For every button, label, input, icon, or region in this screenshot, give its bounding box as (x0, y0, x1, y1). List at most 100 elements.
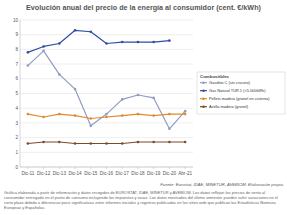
point-marker (42, 141, 45, 144)
point-marker (152, 141, 155, 144)
x-tick (185, 167, 186, 169)
grid-line (20, 20, 193, 21)
point-marker (58, 141, 61, 144)
point-marker (184, 141, 187, 144)
point-marker (168, 141, 171, 144)
x-tick (43, 167, 44, 169)
x-tick (106, 167, 107, 169)
legend-box (197, 72, 285, 114)
plot-area (27, 29, 187, 145)
point-marker (168, 39, 171, 42)
legend-label: Gasóleo C (sin crucero) (209, 80, 251, 85)
point-marker (184, 113, 187, 116)
title: Evolución anual del precio de la energía… (26, 3, 261, 12)
point-marker (168, 113, 171, 116)
legend-label: Pellets madera (granel en cisterna) (209, 96, 270, 101)
legend-swatch (200, 98, 207, 99)
x-tick-label: Dic-16 (100, 171, 114, 176)
point-marker (42, 45, 45, 48)
x-tick-label: Dic-20 (163, 171, 177, 176)
y-tick-label: 8 (15, 47, 18, 52)
point-marker (74, 29, 77, 32)
point-marker (121, 98, 124, 101)
point-marker (74, 142, 77, 145)
legend-marker (202, 98, 204, 100)
point-marker (105, 42, 108, 45)
point-marker (89, 125, 92, 128)
x-tick-label: Dic-15 (84, 171, 98, 176)
y-tick-label: 10 (13, 18, 19, 23)
grid-line (20, 34, 193, 35)
grid-line (20, 64, 193, 65)
point-marker (27, 142, 30, 145)
point-marker (74, 114, 77, 117)
point-marker (58, 42, 61, 45)
legend-label: Astilla madera (granel) (209, 104, 249, 109)
x-tick-label: Abr-21 (178, 171, 192, 176)
y-tick-label: 4 (15, 106, 18, 111)
x-tick (122, 167, 123, 169)
point-marker (121, 41, 124, 44)
point-marker (58, 73, 61, 76)
point-marker (27, 113, 30, 116)
x-tick-label: Dic-11 (21, 171, 34, 176)
x-tick (137, 167, 138, 169)
point-marker (105, 142, 108, 145)
point-marker (105, 116, 108, 119)
x-tick-label: Dic-13 (53, 171, 67, 176)
y-tick-label: 6 (15, 76, 18, 81)
chart: Evolución anual del precio de la energía… (0, 0, 287, 215)
point-marker (27, 51, 30, 54)
x-tick-label: Dic-19 (147, 171, 161, 176)
series-line (28, 114, 185, 118)
legend-swatch (200, 82, 207, 83)
point-marker (58, 113, 61, 116)
y-axis (20, 20, 21, 167)
point-marker (105, 113, 108, 116)
point-marker (121, 142, 124, 145)
legend-swatch (200, 90, 207, 91)
y-tick-label: 3 (15, 121, 18, 126)
point-marker (27, 64, 30, 67)
x-tick (169, 167, 170, 169)
series-line (28, 51, 185, 129)
point-marker (152, 97, 155, 100)
y-tick-label: 9 (15, 32, 18, 37)
point-marker (74, 88, 77, 91)
x-tick-label: Dic-17 (116, 171, 130, 176)
point-marker (168, 127, 171, 130)
y-tick-label: 1 (15, 150, 18, 155)
legend-swatch (200, 106, 207, 107)
y-tick-label: 2 (15, 135, 18, 140)
x-tick (75, 167, 76, 169)
caption: Gráfica elaborada a partir de informació… (4, 190, 283, 210)
x-tick-label: Dic-12 (37, 171, 51, 176)
x-tick-label: Dic-18 (131, 171, 145, 176)
point-marker (137, 141, 140, 144)
point-marker (42, 50, 45, 53)
x-tick (59, 167, 60, 169)
x-tick-label: Dic-14 (68, 171, 82, 176)
grid-line (20, 93, 193, 94)
legend-marker (202, 90, 204, 92)
grid-line (20, 78, 193, 79)
point-marker (89, 30, 92, 33)
point-marker (137, 41, 140, 44)
x-tick (27, 167, 28, 169)
legend-marker (202, 106, 204, 108)
legend-title: Combustibles (200, 74, 230, 79)
grid-line (20, 49, 193, 50)
point-marker (89, 117, 92, 120)
y-tick-label: 0 (15, 165, 18, 170)
point-marker (42, 116, 45, 119)
legend-label: Gas Natural TUR 1 (<5.000kWh) (209, 88, 266, 93)
y-tick-label: 5 (15, 91, 18, 96)
point-marker (152, 114, 155, 117)
grid-line (20, 108, 193, 109)
grid-line (20, 152, 193, 153)
point-marker (137, 94, 140, 97)
x-tick (90, 167, 91, 169)
grid-line (20, 137, 193, 138)
x-tick (153, 167, 154, 169)
point-marker (152, 41, 155, 44)
